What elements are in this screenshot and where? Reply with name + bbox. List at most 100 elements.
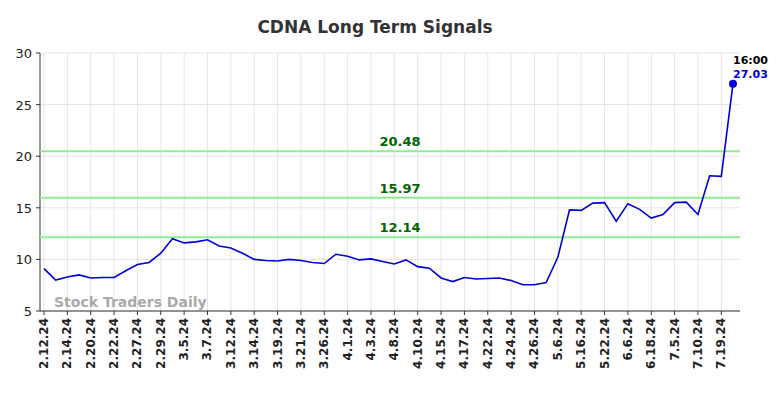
tick xyxy=(674,311,675,315)
grid-line xyxy=(40,311,740,312)
tick-label: 3.26.24 xyxy=(317,318,331,369)
title: CDNA Long Term Signals xyxy=(257,17,492,37)
tick xyxy=(370,311,371,315)
grid-line xyxy=(651,53,652,311)
tick-label: 3.21.24 xyxy=(294,318,308,369)
tick-label: 4.15.24 xyxy=(434,318,448,369)
tick xyxy=(721,311,722,315)
tick-label: 4.17.24 xyxy=(457,318,471,369)
tick xyxy=(36,311,40,312)
grid-line xyxy=(40,156,740,157)
tick xyxy=(137,311,138,315)
grid-line xyxy=(581,53,582,311)
tick-label: 20 xyxy=(15,149,32,164)
tick-label: 3.7.24 xyxy=(200,318,214,361)
series-line xyxy=(44,84,733,285)
tick-label: 7.5.24 xyxy=(668,318,682,361)
tick xyxy=(207,311,208,315)
tick xyxy=(604,311,605,315)
grid-line xyxy=(230,53,231,311)
chart: CDNA Long Term Signals510152025302.12.24… xyxy=(0,0,784,398)
x-axis xyxy=(40,311,740,312)
tick-label: 10 xyxy=(15,252,32,267)
tick xyxy=(254,311,255,315)
tick-label: 4.1.24 xyxy=(341,318,355,361)
level-line xyxy=(40,150,740,152)
grid-line xyxy=(697,53,698,311)
level-label: 12.14 xyxy=(379,220,420,235)
grid-line xyxy=(40,259,740,260)
grid-line xyxy=(40,53,740,54)
tick-label: 4.24.24 xyxy=(504,318,518,369)
grid-line xyxy=(370,53,371,311)
tick xyxy=(394,311,395,315)
tick-label: 7.19.24 xyxy=(714,318,728,369)
tick-label: 4.8.24 xyxy=(387,318,401,361)
level-label: 15.97 xyxy=(379,181,420,196)
tick-label: 2.29.24 xyxy=(154,318,168,369)
grid-line xyxy=(300,53,301,311)
level-line xyxy=(40,236,740,238)
tick xyxy=(534,311,535,315)
grid-line xyxy=(487,53,488,311)
tick xyxy=(487,311,488,315)
tick xyxy=(464,311,465,315)
tick xyxy=(90,311,91,315)
grid-line xyxy=(67,53,68,311)
tick-label: 5.16.24 xyxy=(574,318,588,369)
tick-label: 3.12.24 xyxy=(224,318,238,369)
tick-label: 3.14.24 xyxy=(247,318,261,369)
tick xyxy=(36,207,40,208)
grid-line xyxy=(511,53,512,311)
tick xyxy=(160,311,161,315)
tick xyxy=(36,53,40,54)
grid-line xyxy=(277,53,278,311)
tick-label: 4.26.24 xyxy=(527,318,541,369)
grid-line xyxy=(40,104,740,105)
level-label: 20.48 xyxy=(379,134,420,149)
tick xyxy=(36,156,40,157)
level-line xyxy=(40,197,740,199)
grid-line xyxy=(160,53,161,311)
tick-label: 3.5.24 xyxy=(177,318,191,361)
tick xyxy=(44,311,45,315)
tick-label: 2.14.24 xyxy=(60,318,74,369)
grid-line xyxy=(347,53,348,311)
tick xyxy=(557,311,558,315)
y-axis xyxy=(40,53,41,311)
tick-label: 4.10.24 xyxy=(411,318,425,369)
grid-line xyxy=(627,53,628,311)
tick-label: 5 xyxy=(24,304,32,319)
tick xyxy=(581,311,582,315)
tick-label: 3.19.24 xyxy=(271,318,285,369)
annotation: 16:00 xyxy=(733,54,768,67)
grid-line xyxy=(441,53,442,311)
grid-line xyxy=(44,53,45,311)
grid-line xyxy=(721,53,722,311)
tick-label: 7.10.24 xyxy=(691,318,705,369)
tick xyxy=(36,104,40,105)
plot-area xyxy=(40,80,740,285)
tick-label: 4.22.24 xyxy=(481,318,495,369)
watermark: Stock Traders Daily xyxy=(54,294,207,310)
tick xyxy=(277,311,278,315)
tick xyxy=(651,311,652,315)
tick-label: 2.20.24 xyxy=(84,318,98,369)
tick xyxy=(114,311,115,315)
tick-label: 5.22.24 xyxy=(598,318,612,369)
grid-line xyxy=(324,53,325,311)
tick xyxy=(230,311,231,315)
grid-line xyxy=(137,53,138,311)
tick-label: 6.6.24 xyxy=(621,318,635,361)
tick xyxy=(511,311,512,315)
grid-line xyxy=(464,53,465,311)
tick-label: 5.6.24 xyxy=(551,318,565,361)
grid-line xyxy=(207,53,208,311)
tick-label: 2.22.24 xyxy=(107,318,121,369)
tick-label: 15 xyxy=(15,201,32,216)
tick xyxy=(36,259,40,260)
tick-label: 25 xyxy=(15,98,32,113)
tick xyxy=(300,311,301,315)
tick xyxy=(441,311,442,315)
tick-label: 2.12.24 xyxy=(37,318,51,369)
